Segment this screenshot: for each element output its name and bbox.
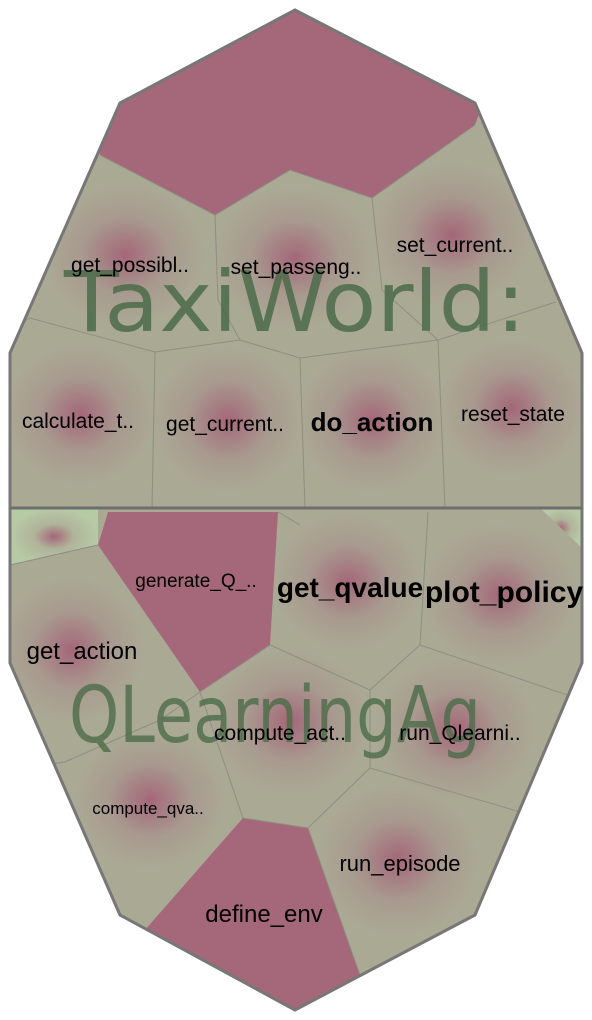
method-label-do-action[interactable]: do_action [311, 407, 434, 437]
method-cell-glow [153, 348, 303, 492]
method-label-get-qvalue[interactable]: get_qvalue [277, 572, 423, 603]
method-cell-glow [372, 163, 532, 307]
method-label-calculate[interactable]: calculate_t.. [22, 410, 134, 433]
method-label-get-action[interactable]: get_action [27, 638, 138, 665]
method-cell-glow [45, 185, 205, 325]
class-title-qlearningagent: QLearningAg [69, 671, 481, 761]
method-label-run-qlearning[interactable]: run_Qlearni.. [399, 722, 520, 745]
method-label-get-current[interactable]: get_current.. [166, 413, 284, 436]
method-label-compute-action[interactable]: compute_act.. [214, 722, 346, 745]
method-cell-glow [75, 732, 225, 868]
method-label-set-current[interactable]: set_current.. [397, 234, 514, 257]
method-cell-glow [210, 650, 370, 794]
taxiworld-outline [8, 8, 584, 510]
class-title-taxiworld: TaxiWorld: [63, 253, 526, 351]
method-cell-glow [215, 188, 375, 328]
method-label-run-episode[interactable]: run_episode [339, 851, 460, 876]
corner-cell-right [540, 508, 582, 548]
method-cell-glow [440, 340, 582, 476]
method-cell-glow [318, 785, 478, 935]
method-label-compute-qvalue[interactable]: compute_qva.. [92, 799, 204, 818]
method-label-generate-q[interactable]: generate_Q_.. [135, 571, 256, 592]
highlight-cell [98, 512, 278, 692]
method-cell-glow [10, 345, 155, 485]
method-label-get-possible[interactable]: get_possibl.. [71, 254, 189, 277]
method-label-define-env[interactable]: define_env [205, 901, 322, 928]
method-label-plot-policy[interactable]: plot_policy [425, 576, 584, 609]
method-cell-glow [10, 578, 144, 722]
method-label-reset-state[interactable]: reset_state [461, 403, 565, 426]
method-cell-glow [422, 525, 578, 665]
method-cell-glow [297, 348, 447, 492]
method-cell-glow [273, 514, 423, 650]
method-cell-glow [375, 658, 535, 802]
qlearningagent-outline [8, 506, 584, 1012]
method-label-set-passenger[interactable]: set_passeng.. [231, 256, 362, 279]
corner-cell-left [10, 508, 98, 565]
